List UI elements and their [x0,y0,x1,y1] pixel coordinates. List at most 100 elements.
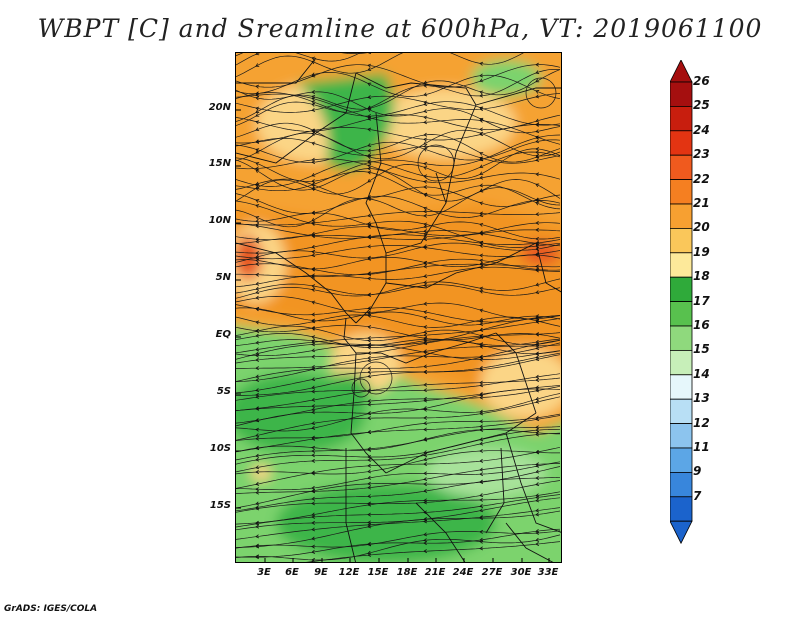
streamline [236,377,561,411]
streamline [305,541,561,562]
streamline-arrow [423,80,428,85]
colorbar-label: 14 [693,366,710,381]
colorbar-box [670,252,693,278]
streamline-arrow [311,425,316,430]
streamline-arrow [423,92,428,97]
streamline-arrow [255,96,260,101]
streamline-arrow [311,128,316,133]
lat-label: 15N [208,158,231,169]
streamline-arrow [367,116,372,121]
country-border [435,172,447,204]
colorbar-label: 11 [693,440,710,454]
streamline-arrow [311,56,316,61]
streamline-arrow [423,349,428,354]
streamline-arrow [479,253,484,258]
streamline-arrow [255,272,259,277]
streamline-arrow [255,139,260,144]
streamline-arrow [311,410,315,415]
streamline-arrow [311,287,316,292]
streamline-arrow [423,407,428,412]
country-border [355,72,477,106]
streamline-arrow [535,94,540,99]
colorbar-box [670,203,693,229]
streamline-arrow [423,174,428,179]
colorbar-label: 25 [693,98,710,113]
streamline [236,450,560,475]
streamline-arrow [535,415,540,420]
streamline-arrow [311,514,316,519]
lon-label: 18E [396,567,418,578]
streamline-arrow [535,201,540,206]
streamline-arrow [423,517,428,522]
streamline-arrow [311,520,315,525]
streamline-arrow [255,93,260,98]
streamline [236,393,561,432]
colorbar-box [670,227,693,254]
streamline-arrow [535,282,540,287]
lon-label: 15E [367,567,389,578]
streamline-arrow [255,219,259,224]
streamline-arrow [535,198,540,203]
streamline-arrow [311,107,316,112]
streamline-arrow [423,337,428,342]
streamline-arrow [367,366,371,371]
map-panel [235,52,562,563]
streamline-arrow [311,141,316,146]
streamline [236,534,561,561]
streamline-arrow [255,524,260,529]
streamline-arrow [423,549,428,554]
streamline [236,64,561,88]
lon-label: 27E [481,567,503,578]
country-border [365,112,387,254]
streamline-arrow [479,157,484,162]
streamline-arrow [535,449,540,454]
streamline [236,72,561,100]
lat-label: 10N [208,215,231,226]
streamline-arrow [423,224,428,229]
colorbar-label: 13 [693,391,710,406]
field-darkgreen-eq [321,373,371,413]
streamline-arrow [255,481,260,486]
streamline [236,432,561,473]
streamline-arrow [255,185,260,189]
country-borders [236,57,561,562]
lon-label: 6E [285,567,299,578]
colorbar-label: 22 [693,171,710,186]
streamline-arrow [479,529,484,534]
streamline-arrow [311,182,316,186]
streamline-arrow [535,118,540,123]
streamline-arrow [423,229,428,234]
country-border [236,57,317,84]
streamline-arrow [479,497,483,502]
colorbar-label: 21 [693,196,710,210]
colorbar-box [670,106,693,132]
streamline-arrow [479,504,484,509]
streamline-arrow [367,95,372,100]
streamline-arrow [423,364,428,369]
streamline-arrow [255,347,260,352]
streamline-arrow [479,448,484,453]
streamline-arrow [479,73,484,78]
streamline-arrow [367,234,372,239]
streamline-arrow [423,453,428,458]
country-border [236,72,357,164]
streamline-arrow [311,273,316,278]
colorbar-box [670,349,693,376]
streamline [236,429,560,453]
field-yellow-spot-s [251,465,271,481]
streamline-arrow [255,281,260,286]
streamline-arrow [367,469,372,474]
streamline-arrow [479,93,484,98]
colorbar-box [670,301,693,327]
streamline-arrow [367,502,372,507]
streamline-arrow [367,524,372,529]
streamline-arrow [479,317,484,322]
streamline-arrow [311,102,316,107]
country-border [355,253,387,324]
streamline-arrow [423,179,428,184]
country-border [415,502,466,562]
streamline-arrow [479,380,483,385]
lon-label: 33E [537,567,559,578]
streamline-arrow [255,328,260,333]
streamline-arrow [423,280,428,285]
